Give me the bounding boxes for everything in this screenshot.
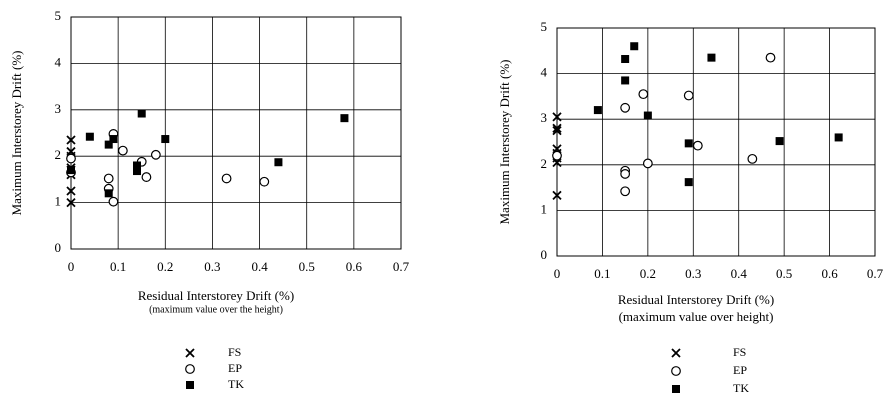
marker-square: [85, 132, 94, 141]
marker-square: [643, 111, 652, 120]
marker-x: [552, 125, 562, 136]
y-tick-label: 3: [541, 110, 548, 125]
x-tick-label: 0.1: [110, 259, 126, 274]
y-tick-label: 2: [55, 147, 62, 162]
marker-square: [104, 140, 113, 149]
y-tick-label: 5: [541, 19, 548, 34]
y-tick-label: 0: [541, 247, 548, 262]
marker-circle: [259, 176, 270, 187]
marker-square: [684, 139, 693, 148]
marker-circle: [620, 186, 631, 197]
x-tick-label: 0.2: [640, 266, 656, 281]
y-axis-title: Maximum Interstorey Drift (%): [497, 60, 512, 225]
legend-marker: [185, 364, 195, 374]
marker-circle: [150, 149, 161, 160]
marker-square: [137, 109, 146, 118]
x-tick-label: 0.5: [776, 266, 792, 281]
marker-circle: [747, 153, 758, 164]
marker-square: [161, 135, 170, 144]
legend-marker: [186, 381, 194, 389]
marker-x: [66, 135, 76, 145]
marker-square: [133, 161, 141, 170]
y-tick-label: 5: [55, 8, 62, 23]
x-tick-label: 0.3: [685, 266, 701, 281]
marker-circle: [108, 196, 119, 207]
x-tick-label: 0.2: [157, 259, 173, 274]
marker-square: [67, 166, 75, 175]
legend-label: EP: [733, 363, 747, 377]
x-tick-label: 0: [554, 266, 561, 281]
marker-x: [66, 186, 76, 196]
y-axis-title: Maximum Interstorey Drift (%): [9, 51, 24, 216]
legend-label: EP: [228, 361, 242, 375]
marker-x: [552, 144, 562, 154]
legend-label: TK: [733, 381, 749, 395]
plot-frame: [556, 27, 876, 257]
x-tick-label: 0.4: [251, 259, 268, 274]
marker-circle: [66, 153, 76, 164]
x-axis-title: Residual Interstorey Drift (%): [138, 288, 294, 303]
marker-circle: [683, 90, 694, 101]
marker-x: [552, 123, 562, 133]
marker-circle: [221, 173, 232, 184]
marker-square: [340, 114, 349, 123]
x-axis-subtitle: (maximum value over the height): [149, 304, 283, 315]
marker-square: [621, 55, 630, 64]
marker-x: [66, 197, 76, 208]
marker-square: [274, 158, 283, 167]
marker-x: [552, 190, 562, 200]
legend-label: FS: [228, 345, 241, 359]
marker-circle: [117, 145, 128, 156]
legend-marker: [671, 348, 681, 358]
marker-square: [133, 167, 141, 176]
marker-square: [593, 106, 602, 115]
marker-circle: [692, 140, 703, 151]
y-tick-label: 2: [541, 156, 548, 171]
y-tick-label: 4: [55, 54, 62, 69]
marker-circle: [103, 173, 114, 184]
marker-square: [707, 53, 716, 62]
marker-x: [66, 146, 76, 157]
x-tick-label: 0.1: [594, 266, 610, 281]
y-tick-label: 1: [541, 201, 548, 216]
x-tick-label: 0.7: [867, 266, 884, 281]
legend-marker: [185, 348, 195, 358]
y-tick-label: 4: [541, 65, 548, 80]
x-tick-label: 0: [68, 259, 75, 274]
x-axis-title: Residual Interstorey Drift (%): [618, 292, 774, 307]
marker-circle: [620, 169, 631, 179]
legend-label: FS: [733, 345, 746, 359]
marker-square: [684, 178, 693, 187]
marker-circle: [141, 172, 152, 182]
marker-square: [109, 135, 118, 144]
legend-marker: [671, 366, 681, 376]
y-tick-label: 0: [55, 240, 62, 255]
x-tick-label: 0.6: [821, 266, 838, 281]
legend-marker: [672, 385, 680, 393]
marker-square: [775, 137, 784, 146]
x-tick-label: 0.7: [393, 259, 410, 274]
marker-circle: [642, 158, 653, 169]
y-tick-label: 1: [55, 194, 62, 209]
x-tick-label: 0.6: [346, 259, 363, 274]
marker-x: [552, 112, 562, 122]
y-tick-label: 3: [55, 101, 62, 116]
x-tick-label: 0.5: [299, 259, 315, 274]
marker-square: [834, 133, 843, 142]
x-axis-subtitle: (maximum value over height): [619, 309, 774, 324]
x-tick-label: 0.4: [731, 266, 748, 281]
marker-circle: [765, 52, 776, 63]
marker-circle: [620, 102, 631, 113]
marker-square: [621, 76, 630, 85]
marker-circle: [552, 150, 562, 161]
marker-square: [104, 189, 113, 198]
marker-square: [630, 42, 639, 51]
plot-frame: [70, 16, 402, 250]
marker-circle: [638, 89, 649, 100]
legend-label: TK: [228, 377, 244, 391]
x-tick-label: 0.3: [204, 259, 220, 274]
